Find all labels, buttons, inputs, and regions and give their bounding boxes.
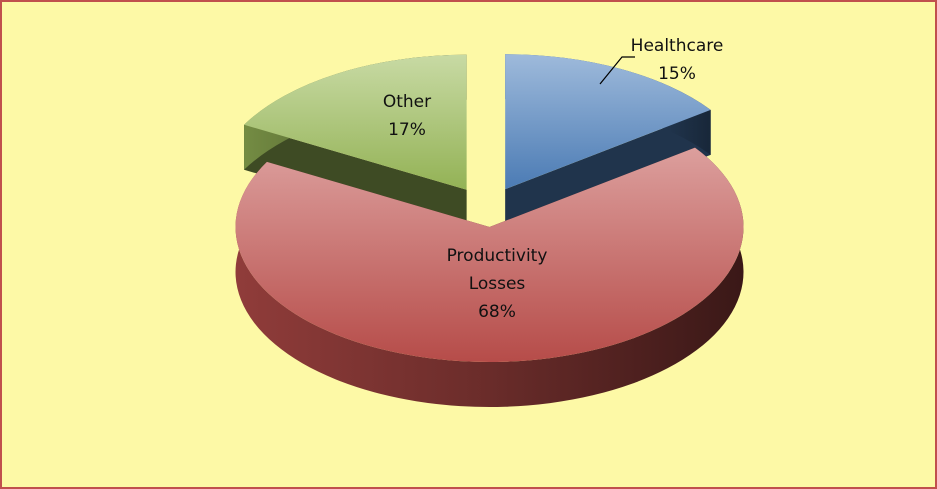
slice-top [235,147,744,362]
category-label: Other [382,92,432,112]
slice-label: Productivity Losses 68% [422,242,572,326]
slice-top [505,54,711,190]
slice [235,147,744,407]
slice-label: Healthcare 15% [617,32,737,88]
category-label: Healthcare [630,36,724,56]
category-label: Productivity Losses [446,246,548,294]
value-label: 15% [658,64,696,84]
slice-top [244,54,467,190]
value-label: 17% [388,120,426,140]
value-label: 68% [478,302,516,322]
leader-line [599,56,635,85]
slice-label: Other 17% [357,88,457,144]
